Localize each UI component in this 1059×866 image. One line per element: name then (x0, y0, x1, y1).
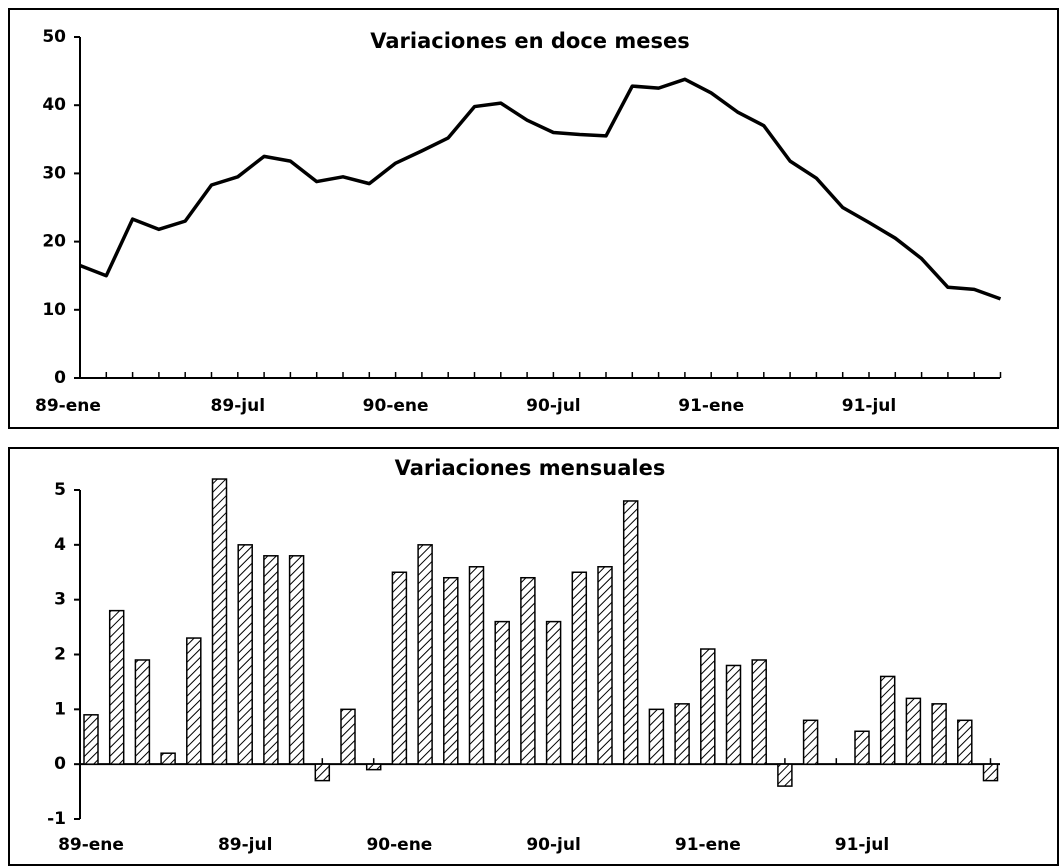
x-tick-label: 89-ene (35, 396, 101, 416)
bar (648, 708, 665, 765)
x-tick-label: 89-jul (218, 835, 272, 855)
y-tick-label: 3 (54, 590, 66, 610)
chart-title: Variaciones en doce meses (370, 29, 689, 53)
bar (802, 719, 819, 765)
bar (160, 752, 176, 765)
bar (108, 609, 125, 765)
bar (263, 555, 279, 765)
bar (443, 576, 459, 765)
x-tick-label: 91-jul (842, 396, 896, 416)
chart-title: Variaciones mensuales (395, 456, 666, 480)
bar (288, 555, 305, 765)
x-tick-label: 90-ene (363, 396, 429, 416)
x-tick-label: 89-jul (211, 396, 265, 416)
y-tick-label: 0 (54, 754, 66, 774)
bar (340, 708, 356, 765)
y-tick-label: 2 (54, 645, 66, 665)
x-tick-label: 91-ene (678, 396, 744, 416)
bar (777, 763, 793, 787)
y-tick-label: 5 (54, 480, 66, 500)
bar (211, 478, 228, 765)
line (79, 77, 1002, 301)
y-tick-label: 40 (42, 95, 66, 115)
y-tick-label: 0 (54, 368, 66, 388)
bar (83, 714, 99, 765)
x-tick-label: 90-jul (526, 835, 580, 855)
bar (468, 566, 485, 765)
bar (622, 500, 639, 765)
x-tick-label: 91-jul (835, 835, 889, 855)
bar (931, 703, 947, 765)
x-tick-label: 90-jul (526, 396, 580, 416)
x-tick-label: 91-ene (675, 835, 741, 855)
bar (957, 719, 973, 765)
bar (237, 544, 253, 765)
bar (905, 697, 922, 765)
bar (571, 571, 588, 765)
y-tick-label: 50 (42, 27, 66, 47)
bar (417, 544, 433, 765)
bar (725, 664, 742, 765)
bar (597, 566, 613, 765)
bar (700, 648, 716, 765)
y-tick-label: 10 (42, 300, 66, 320)
bar (854, 730, 870, 765)
bar (520, 576, 536, 765)
bar (674, 703, 690, 765)
bar (391, 571, 408, 765)
bar (545, 620, 562, 765)
bar (186, 637, 202, 765)
y-tick-label: 30 (42, 163, 66, 183)
panel-frame (8, 447, 1059, 866)
x-tick-label: 89-ene (58, 835, 124, 855)
bar (365, 763, 382, 771)
y-tick-label: -1 (47, 809, 66, 829)
bar (879, 675, 896, 765)
panel-frame (8, 8, 1059, 429)
y-tick-label: 20 (42, 232, 66, 252)
x-tick-label: 90-ene (366, 835, 432, 855)
bar (982, 763, 999, 782)
y-tick-label: 4 (54, 535, 66, 555)
y-tick-label: 1 (54, 699, 66, 719)
bar (494, 620, 510, 765)
bar (314, 763, 331, 782)
bar (751, 659, 767, 765)
bar (134, 659, 151, 765)
